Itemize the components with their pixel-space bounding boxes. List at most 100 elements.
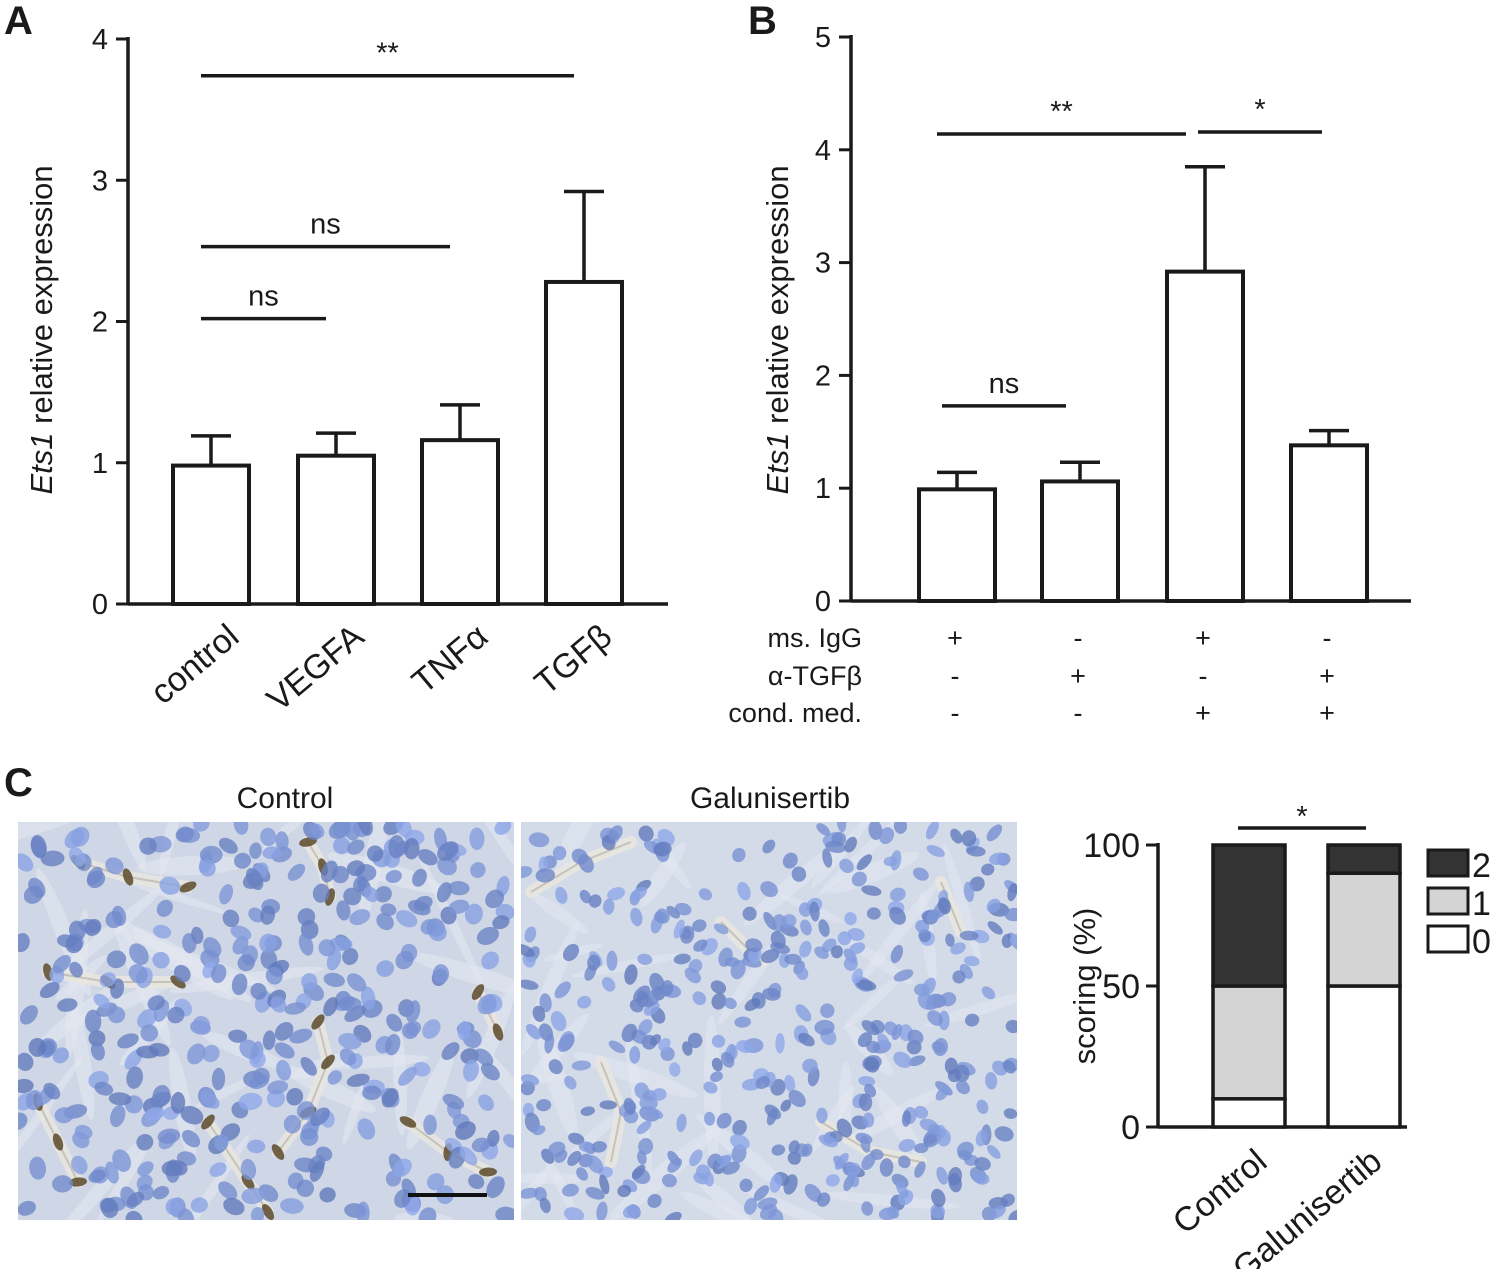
nucleus xyxy=(318,939,336,957)
nucleus xyxy=(485,889,505,909)
nucleus xyxy=(457,1020,472,1041)
nucleus xyxy=(866,907,881,920)
positive-nucleus xyxy=(69,1177,87,1187)
nucleus xyxy=(950,942,966,955)
nucleus xyxy=(855,1132,873,1144)
nucleus xyxy=(230,925,252,941)
nucleus xyxy=(771,1144,786,1156)
nucleus xyxy=(376,912,394,931)
nucleus xyxy=(270,996,287,1013)
positive-nucleus xyxy=(52,1133,64,1151)
chart-a-ytick-label: 1 xyxy=(92,448,108,480)
nucleus xyxy=(167,1006,185,1024)
nucleus xyxy=(855,979,877,991)
nucleus xyxy=(262,846,282,860)
nucleus xyxy=(398,1066,417,1086)
chart-a-bar xyxy=(544,279,624,606)
nucleus xyxy=(661,1173,677,1188)
nucleus xyxy=(757,1197,778,1210)
nucleus xyxy=(898,1139,916,1152)
nucleus xyxy=(503,1133,514,1149)
nucleus xyxy=(645,1107,664,1120)
nucleus xyxy=(126,1191,145,1207)
nucleus xyxy=(245,868,264,891)
nucleus xyxy=(521,1074,540,1086)
nucleus xyxy=(669,1062,681,1077)
nucleus xyxy=(388,835,405,859)
nucleus xyxy=(108,1006,126,1024)
nucleus xyxy=(847,927,865,941)
nucleus xyxy=(608,825,623,841)
nucleus xyxy=(1004,907,1017,922)
nucleus xyxy=(105,857,124,875)
nucleus xyxy=(567,1150,582,1167)
nucleus xyxy=(52,1047,70,1064)
nucleus xyxy=(375,886,392,903)
nucleus xyxy=(639,1095,658,1111)
nucleus xyxy=(423,1114,437,1136)
nucleus xyxy=(931,1188,946,1208)
nucleus xyxy=(241,1187,265,1205)
nucleus xyxy=(732,847,746,863)
chart-b-bar xyxy=(1040,479,1120,604)
nucleus xyxy=(417,849,438,866)
nucleus xyxy=(462,1059,479,1082)
chart-b-significance-label: ** xyxy=(1050,96,1073,128)
positive-nucleus xyxy=(311,1014,325,1030)
nucleus xyxy=(94,1081,114,1096)
nucleus xyxy=(480,1062,500,1081)
nucleus xyxy=(149,1091,172,1108)
nucleus xyxy=(380,903,397,916)
nucleus xyxy=(836,822,847,833)
nucleus xyxy=(191,926,204,944)
stroma-fiber xyxy=(466,980,514,1099)
chart-b-condition-mark: - xyxy=(1074,698,1083,728)
stroma-fiber xyxy=(137,855,249,876)
nucleus xyxy=(687,1032,703,1049)
nucleus xyxy=(74,1124,93,1140)
chart-a-category-label: VEGFA xyxy=(260,617,372,719)
nucleus xyxy=(703,1081,718,1094)
nucleus xyxy=(436,882,452,903)
stroma-fiber xyxy=(743,843,842,926)
chart-c-stack-segment-1 xyxy=(1326,871,1402,988)
nucleus xyxy=(985,1072,998,1090)
nucleus xyxy=(704,1111,716,1126)
nucleus xyxy=(548,1059,563,1075)
nucleus xyxy=(99,972,116,988)
nucleus xyxy=(346,860,366,877)
nucleus xyxy=(539,993,552,1013)
nucleus xyxy=(596,1201,608,1220)
nucleus xyxy=(965,1013,980,1027)
chart-a-bar xyxy=(171,463,251,607)
nucleus xyxy=(981,863,995,876)
nucleus xyxy=(202,1044,220,1063)
nucleus xyxy=(18,1078,34,1094)
stroma-fiber xyxy=(842,970,907,1031)
nucleus xyxy=(106,950,127,969)
nucleus xyxy=(791,866,807,882)
chart-b-condition-mark: + xyxy=(1319,698,1335,728)
stroma-fiber xyxy=(109,822,147,871)
nucleus xyxy=(636,1120,652,1135)
nucleus xyxy=(222,909,240,928)
nucleus xyxy=(333,837,351,855)
nucleus xyxy=(338,996,362,1012)
nucleus xyxy=(851,871,867,887)
nucleus xyxy=(437,841,459,861)
nucleus xyxy=(816,823,830,836)
nucleus xyxy=(301,973,318,991)
nucleus xyxy=(578,1141,593,1152)
nucleus xyxy=(218,837,238,854)
nucleus xyxy=(580,1106,595,1116)
nucleus xyxy=(152,951,170,969)
nucleus xyxy=(532,1125,546,1136)
nucleus xyxy=(289,1028,313,1044)
nucleus xyxy=(68,846,86,867)
nucleus xyxy=(780,1099,792,1112)
nucleus xyxy=(180,1105,204,1125)
nucleus xyxy=(353,875,368,893)
nucleus xyxy=(90,1041,105,1061)
nucleus xyxy=(720,1051,735,1068)
nucleus xyxy=(722,1161,740,1175)
